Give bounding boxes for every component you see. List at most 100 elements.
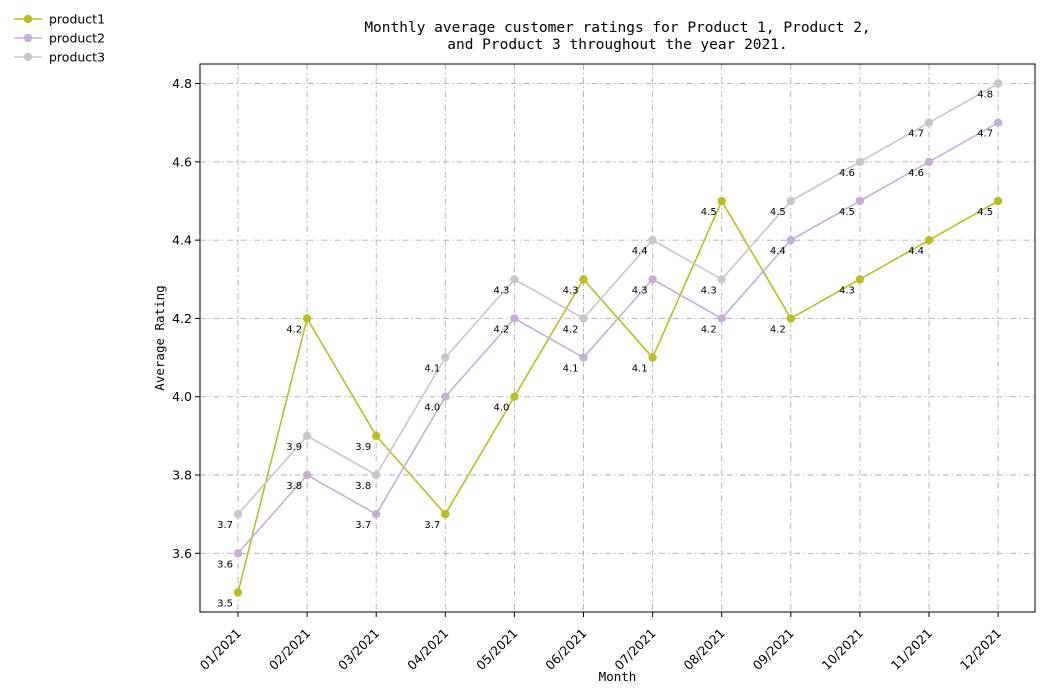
x-axis-title: Month [599,669,637,684]
x-tick-label: 05/2021 [473,626,520,673]
plot-frame [199,63,1036,613]
chart-title: Monthly average customer ratings for Pro… [364,20,870,53]
legend-label: product2 [49,31,105,46]
data-point [510,392,519,401]
y-tick-label: 4.0 [172,389,192,404]
x-tick-label: 10/2021 [819,626,866,673]
data-label: 4.6 [908,168,924,179]
x-tick-label: 12/2021 [957,626,1004,673]
legend-item-product1: product1 [14,12,105,27]
data-point [579,314,588,323]
series-product3 [233,79,1003,519]
data-label: 4.4 [908,246,924,257]
x-tick-label: 01/2021 [197,626,244,673]
data-point [510,275,519,284]
data-label: 4.3 [839,285,855,296]
data-point [302,431,312,441]
data-point [855,275,865,284]
data-label: 4.3 [701,285,717,296]
data-point [855,157,865,167]
series-line [237,122,999,554]
data-point [786,235,795,245]
y-tick-label: 3.6 [172,546,192,561]
data-point [648,353,657,362]
data-label: 4.3 [563,285,579,296]
y-tick-label: 4.6 [172,154,192,169]
data-point [372,431,381,441]
legend-marker [23,33,33,43]
data-label: 4.6 [839,168,855,179]
grid-layer [200,64,1035,612]
y-tick-label: 3.8 [172,468,192,483]
data-label: 3.7 [355,520,371,531]
data-point [924,118,934,127]
data-label: 4.5 [701,207,717,218]
data-label: 4.3 [493,285,509,296]
x-tick-label: 11/2021 [888,626,935,673]
axis-layer: 01/2021 02/2021 03/2021 04/2021 05/2021 06/20… [172,76,1004,673]
x-tick-label: 07/2021 [611,626,658,673]
y-tick-label: 4.2 [172,311,192,326]
x-tick-label: 04/2021 [404,626,451,673]
data-label: 3.9 [286,442,302,453]
data-label: 4.7 [908,129,924,140]
x-tick-label: 02/2021 [266,626,313,673]
legend-marker [23,14,33,24]
x-tick-label: 03/2021 [335,626,382,673]
data-label: 4.2 [286,324,302,335]
y-tick-label: 4.8 [172,76,192,91]
series-product2 [233,118,1003,558]
data-label: 4.0 [493,403,509,414]
data-label: 3.8 [286,481,302,492]
data-point [302,470,312,480]
data-label: 4.5 [770,207,786,218]
data-point [786,196,795,206]
data-point [993,196,1003,206]
data-label: 4.8 [977,90,993,101]
data-label: 3.7 [424,520,440,531]
data-point [233,549,243,558]
chart-title-line: and Product 3 throughout the year 2021. [447,37,787,53]
data-label: 4.2 [563,324,579,335]
legend-marker [23,52,33,62]
data-point [579,275,588,284]
series-layer [233,79,1003,597]
data-point [372,509,381,519]
data-point [372,470,381,480]
series-line [237,82,999,515]
x-tick-label: 06/2021 [542,626,589,673]
data-label: 3.6 [217,559,233,570]
data-point [441,353,450,362]
data-point [993,79,1003,88]
data-label-layer: 3.5 4.2 3.9 3.7 4.0 4.3 4.1 4.5 4.2 4.3 4.4 4.5 3.6 3… [217,90,993,610]
chart-title-line: Monthly average customer ratings for Pro… [364,20,870,36]
data-label: 3.8 [355,481,371,492]
x-tick-label: 09/2021 [750,626,797,673]
data-point [233,588,243,597]
data-point [717,314,726,323]
data-label: 4.4 [632,246,648,257]
legend-item-product3: product3 [14,50,105,65]
data-label: 4.5 [977,207,993,218]
data-point [441,392,450,401]
data-label: 4.2 [770,324,786,335]
y-tick-label: 4.4 [172,233,192,248]
data-point [579,353,588,362]
data-label: 4.2 [701,324,717,335]
data-point [993,118,1003,127]
data-label: 4.4 [770,246,786,257]
data-point [648,235,657,245]
data-label: 4.0 [424,403,440,414]
data-point [924,235,934,245]
data-point [717,275,726,284]
data-label: 4.1 [563,364,579,375]
data-point [441,509,450,519]
legend-item-product2: product2 [14,31,105,46]
data-label: 4.5 [839,207,855,218]
legend: product1 product2 product3 [14,12,105,65]
data-point [855,196,865,206]
data-label: 4.2 [493,324,509,335]
y-axis-title: Average Rating [152,285,167,390]
data-point [717,196,726,206]
